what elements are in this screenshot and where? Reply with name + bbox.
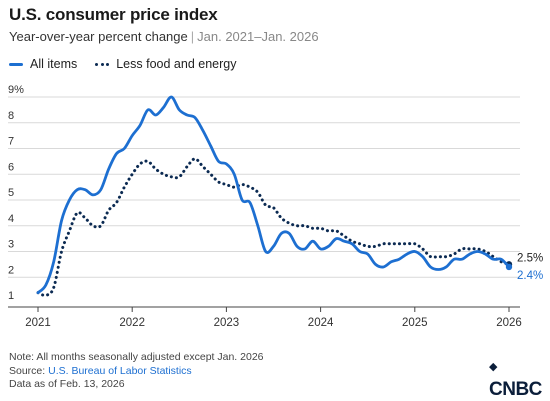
x-axis: 2021 2022 2023 2024 2025 2026 — [8, 306, 522, 329]
legend-label-all-items: All items — [30, 57, 78, 71]
line-chart: 1 2 3 4 5 6 7 8 9% 2021 2022 2023 2024 2025 2026 2.5%… — [8, 84, 543, 329]
end-value-labels: 2.5% 2.4% — [517, 252, 543, 282]
y-tick-label: 9% — [8, 84, 24, 96]
y-axis-tick-labels: 1 2 3 4 5 6 7 8 9% — [8, 84, 24, 302]
chart-title: U.S. consumer price index — [9, 5, 218, 24]
subtitle-range: Jan. 2021–Jan. 2026 — [197, 29, 319, 44]
legend-item-all-items: All items — [9, 57, 77, 71]
y-tick-label: 8 — [8, 110, 14, 122]
subtitle-text: Year-over-year percent change — [9, 29, 188, 44]
chart-gridlines — [8, 96, 520, 278]
logo-text: CNBC — [489, 379, 542, 400]
peacock-icon: ◆ — [489, 361, 497, 373]
end-label-core: 2.5% — [517, 252, 543, 264]
x-tick-label: 2026 — [496, 317, 522, 329]
y-tick-label: 1 — [8, 290, 14, 302]
series-line-core — [36, 157, 511, 297]
end-point-all-items — [505, 263, 513, 271]
chart-series — [36, 95, 513, 297]
x-tick-label: 2021 — [25, 317, 51, 329]
x-tick-label: 2025 — [402, 317, 428, 329]
y-tick-label: 7 — [8, 136, 14, 148]
data-date: Data as of Feb. 13, 2026 — [9, 378, 125, 390]
y-tick-label: 6 — [8, 161, 14, 173]
chart-legend: All items Less food and energy — [9, 57, 254, 71]
chart-subtitle: Year-over-year percent change | Jan. 2021–… — [9, 29, 319, 44]
end-label-all-items: 2.4% — [517, 270, 543, 282]
legend-dotted-line-icon — [95, 62, 110, 66]
y-tick-label: 2 — [8, 264, 14, 276]
x-tick-label: 2022 — [119, 317, 145, 329]
source-label: Source: — [9, 364, 49, 377]
source-link[interactable]: U.S. Bureau of Labor Statistics — [48, 364, 192, 377]
legend-solid-line-icon — [9, 62, 23, 66]
x-tick-label: 2023 — [214, 317, 240, 329]
x-tick-label: 2024 — [308, 317, 334, 329]
legend-item-core: Less food and energy — [95, 57, 236, 71]
legend-label-core: Less food and energy — [116, 57, 237, 71]
footnote: Note: All months seasonally adjusted exc… — [9, 351, 264, 363]
chart-footer: Note: All months seasonally adjusted exc… — [9, 351, 264, 392]
cnbc-logo: ◆ CNBC — [489, 357, 550, 401]
y-tick-label: 3 — [8, 239, 14, 251]
y-tick-label: 5 — [8, 187, 14, 199]
series-line-all-items — [36, 95, 511, 295]
y-tick-label: 4 — [8, 213, 14, 225]
source-line: Source: U.S. Bureau of Labor Statistics — [9, 365, 264, 379]
subtitle-separator: | — [190, 29, 195, 44]
